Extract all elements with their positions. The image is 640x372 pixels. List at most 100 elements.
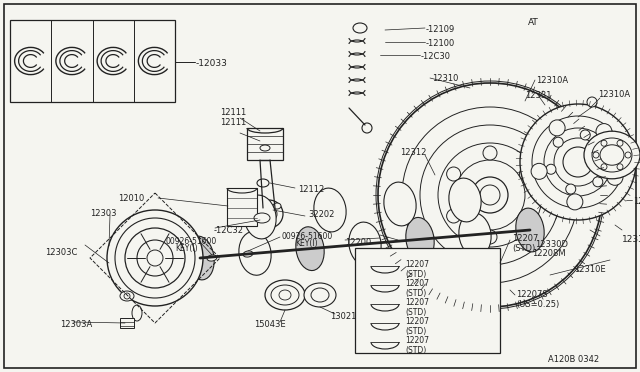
Text: 12010: 12010: [118, 194, 144, 203]
Ellipse shape: [273, 203, 281, 209]
Ellipse shape: [544, 128, 612, 196]
Ellipse shape: [520, 104, 636, 220]
Text: 12310: 12310: [432, 74, 458, 83]
Ellipse shape: [239, 231, 271, 275]
Text: 00926-51600: 00926-51600: [165, 237, 216, 246]
Ellipse shape: [600, 145, 624, 165]
Ellipse shape: [593, 152, 599, 158]
Ellipse shape: [546, 164, 556, 174]
Text: 12207
(STD): 12207 (STD): [405, 298, 429, 317]
Ellipse shape: [455, 160, 525, 230]
Ellipse shape: [459, 213, 491, 257]
Text: -12109: -12109: [426, 25, 455, 34]
Ellipse shape: [311, 288, 329, 302]
Ellipse shape: [207, 255, 217, 261]
Ellipse shape: [580, 130, 590, 140]
Text: 12208M: 12208M: [532, 249, 566, 258]
Ellipse shape: [584, 131, 640, 179]
Ellipse shape: [115, 218, 195, 298]
Ellipse shape: [593, 177, 603, 187]
Ellipse shape: [600, 150, 610, 160]
Text: 12207
(STD): 12207 (STD): [405, 279, 429, 298]
Ellipse shape: [125, 228, 185, 288]
Ellipse shape: [625, 152, 631, 158]
Ellipse shape: [304, 283, 336, 307]
Text: 12303A: 12303A: [60, 320, 92, 329]
Ellipse shape: [376, 81, 604, 309]
Ellipse shape: [596, 124, 612, 140]
Ellipse shape: [243, 251, 253, 257]
Ellipse shape: [124, 293, 130, 299]
Ellipse shape: [592, 138, 632, 172]
Ellipse shape: [137, 240, 173, 276]
Ellipse shape: [257, 203, 265, 209]
Bar: [120, 318, 134, 328]
Text: 13021: 13021: [330, 312, 356, 321]
Ellipse shape: [480, 185, 500, 205]
Text: 12310A: 12310A: [598, 90, 630, 99]
Ellipse shape: [438, 143, 542, 247]
Ellipse shape: [601, 164, 607, 170]
Bar: [355, 248, 500, 353]
Text: 12207S
(US=0.25): 12207S (US=0.25): [516, 290, 559, 310]
Ellipse shape: [279, 290, 291, 300]
Text: 12331: 12331: [525, 91, 552, 100]
Text: 12312: 12312: [400, 148, 426, 157]
Ellipse shape: [553, 137, 563, 147]
Ellipse shape: [520, 167, 533, 181]
Ellipse shape: [483, 230, 497, 244]
Bar: [247, 128, 283, 160]
Ellipse shape: [402, 107, 578, 283]
Text: -12100: -12100: [426, 39, 455, 48]
Ellipse shape: [607, 169, 623, 185]
Ellipse shape: [483, 146, 497, 160]
Text: 12207
(STD): 12207 (STD): [512, 234, 538, 253]
Text: 32202: 32202: [308, 210, 334, 219]
Ellipse shape: [147, 250, 163, 266]
Ellipse shape: [271, 285, 299, 305]
Text: 12207
(STD): 12207 (STD): [405, 336, 429, 355]
Text: 12330: 12330: [622, 235, 640, 244]
Ellipse shape: [362, 123, 372, 133]
Ellipse shape: [186, 236, 214, 280]
Ellipse shape: [260, 145, 270, 151]
Text: 12112: 12112: [298, 185, 324, 194]
Text: 12333: 12333: [633, 197, 640, 206]
Ellipse shape: [549, 120, 565, 136]
Ellipse shape: [384, 182, 416, 226]
Text: KEY(I): KEY(I): [295, 239, 317, 248]
Ellipse shape: [107, 210, 203, 306]
Text: AT: AT: [528, 18, 539, 27]
Text: 15043E: 15043E: [254, 320, 286, 329]
Ellipse shape: [566, 184, 576, 194]
Text: 12207
(STD): 12207 (STD): [405, 260, 429, 279]
Text: 12200: 12200: [345, 238, 371, 247]
Ellipse shape: [265, 280, 305, 310]
Text: 12303C: 12303C: [45, 248, 77, 257]
Ellipse shape: [532, 116, 624, 208]
Bar: [227, 188, 257, 226]
Ellipse shape: [420, 125, 560, 265]
Ellipse shape: [244, 195, 276, 239]
Ellipse shape: [516, 208, 544, 252]
Ellipse shape: [563, 147, 593, 177]
Ellipse shape: [472, 177, 508, 213]
Ellipse shape: [132, 305, 142, 321]
Ellipse shape: [587, 97, 597, 107]
Ellipse shape: [254, 213, 270, 223]
Text: KEY(I): KEY(I): [175, 244, 198, 253]
Text: -12C30: -12C30: [421, 52, 451, 61]
Ellipse shape: [447, 209, 461, 223]
Ellipse shape: [314, 188, 346, 232]
Text: 12111: 12111: [220, 108, 246, 117]
Ellipse shape: [617, 164, 623, 170]
Ellipse shape: [255, 200, 283, 228]
Ellipse shape: [447, 167, 461, 181]
Text: 12207
(STD): 12207 (STD): [405, 317, 429, 336]
Text: -12C32: -12C32: [214, 226, 244, 235]
Ellipse shape: [261, 206, 277, 222]
Ellipse shape: [120, 291, 134, 301]
Ellipse shape: [617, 140, 623, 146]
Ellipse shape: [601, 140, 607, 146]
Bar: [10, 20, 175, 102]
